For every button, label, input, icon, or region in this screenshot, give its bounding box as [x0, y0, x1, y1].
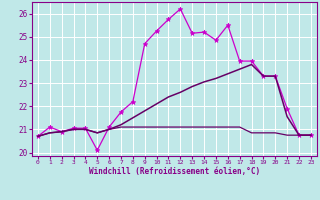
- X-axis label: Windchill (Refroidissement éolien,°C): Windchill (Refroidissement éolien,°C): [89, 167, 260, 176]
